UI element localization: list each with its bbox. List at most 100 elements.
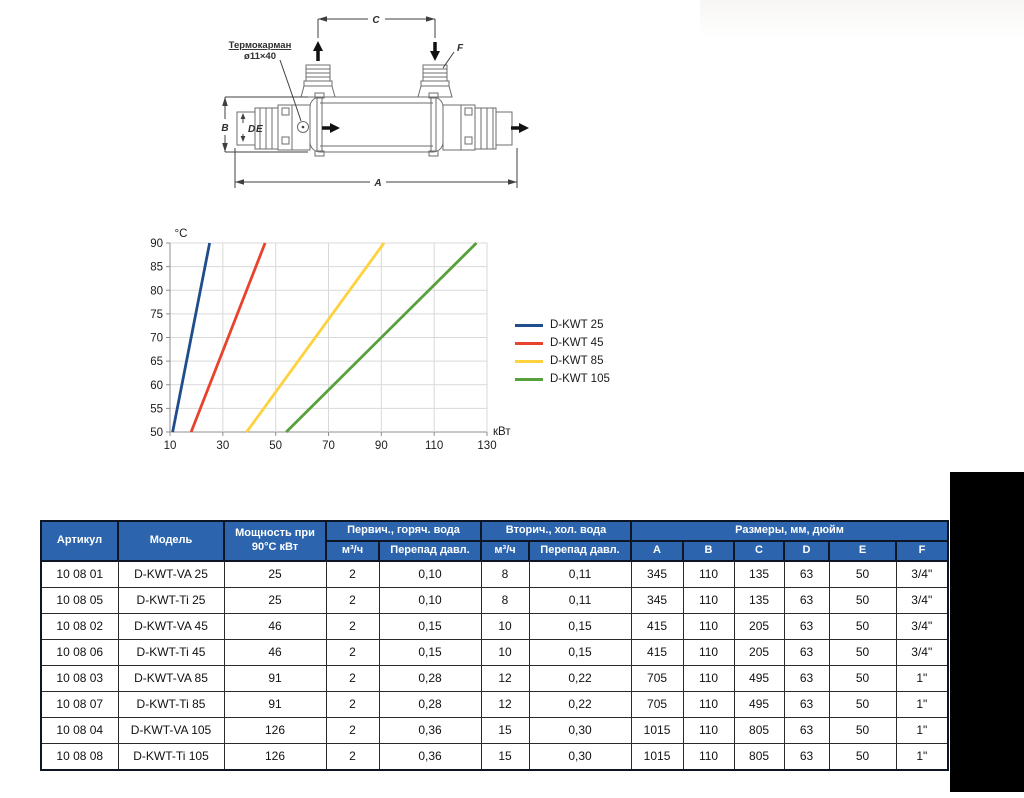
table-cell: 495 xyxy=(733,690,785,718)
table-cell: D-KWT-VA 25 xyxy=(117,560,225,588)
table-cell: 50 xyxy=(828,742,897,770)
table-cell: 3/4" xyxy=(895,638,949,666)
table-cell: 63 xyxy=(783,612,830,640)
table-cell: 110 xyxy=(682,742,735,770)
table-cell: 63 xyxy=(783,586,830,614)
table-cell: 50 xyxy=(828,716,897,744)
table-cell: 110 xyxy=(682,664,735,692)
dim-label-b: B xyxy=(221,123,228,134)
x-tick-label: 10 xyxy=(164,440,177,452)
black-redaction-block xyxy=(950,472,1024,792)
table-cell: 3/4" xyxy=(895,586,949,614)
table-row: 10 08 04 D-KWT-VA 105 126 2 0,36 15 0,30 1015 11… xyxy=(40,716,949,744)
legend-line-swatch xyxy=(515,323,543,327)
table-cell: 10 08 02 xyxy=(40,612,119,640)
table-cell: 50 xyxy=(828,612,897,640)
table-cell: 705 xyxy=(630,664,684,692)
table-cell: D-KWT-Ti 105 xyxy=(117,742,225,770)
y-tick-label: 55 xyxy=(150,403,163,415)
table-cell: 25 xyxy=(223,586,327,614)
right-connection xyxy=(442,104,513,151)
y-tick-label: 75 xyxy=(150,309,163,321)
table-cell: 415 xyxy=(630,612,684,640)
table-cell: 63 xyxy=(783,638,830,666)
left-connection xyxy=(236,104,311,151)
col-group-secondary-water: Вторич., хол. вода xyxy=(480,520,633,542)
x-tick-label: 90 xyxy=(375,440,388,452)
table-row: 10 08 07 D-KWT-Ti 85 91 2 0,28 12 0,22 705 110 49… xyxy=(40,690,949,718)
legend-label: D-KWT 25 xyxy=(550,319,604,331)
table-cell: 0,10 xyxy=(378,560,482,588)
x-tick-label: 50 xyxy=(269,440,282,452)
table-cell: 805 xyxy=(733,742,785,770)
table-row: 10 08 08 D-KWT-Ti 105 126 2 0,36 15 0,30 1015 11… xyxy=(40,742,949,770)
legend-item: D-KWT 105 xyxy=(515,370,610,388)
table-cell: D-KWT-VA 105 xyxy=(117,716,225,744)
table-cell: 3/4" xyxy=(895,612,949,640)
table-cell: 0,22 xyxy=(528,664,632,692)
table-cell: 63 xyxy=(783,560,830,588)
legend-label: D-KWT 85 xyxy=(550,355,604,367)
table-cell: 345 xyxy=(630,586,684,614)
x-tick-label: 110 xyxy=(425,440,443,452)
x-tick-label: 30 xyxy=(216,440,229,452)
y-tick-label: 50 xyxy=(150,427,163,439)
dim-label-e: E xyxy=(256,124,263,135)
table-cell: 2 xyxy=(325,664,380,692)
flow-arrow-outlet xyxy=(511,123,529,133)
table-cell: 50 xyxy=(828,690,897,718)
table-cell: 0,28 xyxy=(378,664,482,692)
table-cell: D-KWT-VA 85 xyxy=(117,664,225,692)
table-cell: 1015 xyxy=(630,742,684,770)
table-cell: 0,15 xyxy=(378,612,482,640)
table-cell: 0,15 xyxy=(528,612,632,640)
col-header-dim-b: B xyxy=(682,539,736,562)
table-cell: D-KWT-Ti 85 xyxy=(117,690,225,718)
table-cell: 15 xyxy=(480,742,530,770)
table-cell: 10 08 03 xyxy=(40,664,119,692)
table-cell: 12 xyxy=(480,664,530,692)
table-cell: 0,30 xyxy=(528,716,632,744)
y-tick-label: 60 xyxy=(150,380,163,392)
col-header-artikul: Артикул xyxy=(40,520,119,562)
table-cell: 2 xyxy=(325,716,380,744)
chart-legend: D-KWT 25 D-KWT 45 D-KWT 85 D-KWT 105 xyxy=(515,316,610,388)
table-cell: 205 xyxy=(733,638,785,666)
series-line-d-kwt-105 xyxy=(285,242,478,433)
x-tick-label: 70 xyxy=(322,440,335,452)
table-cell: 1" xyxy=(895,690,949,718)
col-group-primary-water: Первич., горяч. вода xyxy=(324,520,483,542)
table-cell: 10 08 07 xyxy=(40,690,119,718)
table-cell: 10 08 05 xyxy=(40,586,119,614)
table-cell: 110 xyxy=(682,586,735,614)
series-line-d-kwt-45 xyxy=(189,242,267,433)
left-port xyxy=(300,64,336,98)
table-cell: 8 xyxy=(480,560,530,588)
spec-table: Артикул Модель Мощность при 90°C кВт Пер… xyxy=(40,520,950,771)
table-cell: 0,11 xyxy=(528,586,632,614)
dim-label-c: C xyxy=(372,15,380,26)
legend-line-swatch xyxy=(515,341,543,345)
table-cell: 705 xyxy=(630,690,684,718)
col-header-primary-flow: м³/ч xyxy=(325,539,380,562)
legend-item: D-KWT 25 xyxy=(515,316,610,334)
table-cell: 10 08 04 xyxy=(40,716,119,744)
y-axis-unit-label: °C xyxy=(175,228,188,240)
table-cell: D-KWT-Ti 45 xyxy=(117,638,225,666)
table-row: 10 08 03 D-KWT-VA 85 91 2 0,28 12 0,22 705 110 49… xyxy=(40,664,949,692)
legend-line-swatch xyxy=(515,377,543,381)
col-header-dim-a: A xyxy=(630,539,685,562)
table-cell: 0,15 xyxy=(528,638,632,666)
table-cell: 63 xyxy=(783,690,830,718)
flow-arrow-up xyxy=(313,41,323,61)
col-header-dim-f: F xyxy=(895,539,950,562)
table-cell: 110 xyxy=(682,560,735,588)
heat-exchanger-drawing: Термокарман ø11×40 C xyxy=(221,15,529,189)
table-cell: 135 xyxy=(733,586,785,614)
table-cell: 0,15 xyxy=(378,638,482,666)
table-cell: 1" xyxy=(895,716,949,744)
table-cell: 25 xyxy=(223,560,327,588)
legend-line-swatch xyxy=(515,359,543,363)
table-cell: 63 xyxy=(783,716,830,744)
